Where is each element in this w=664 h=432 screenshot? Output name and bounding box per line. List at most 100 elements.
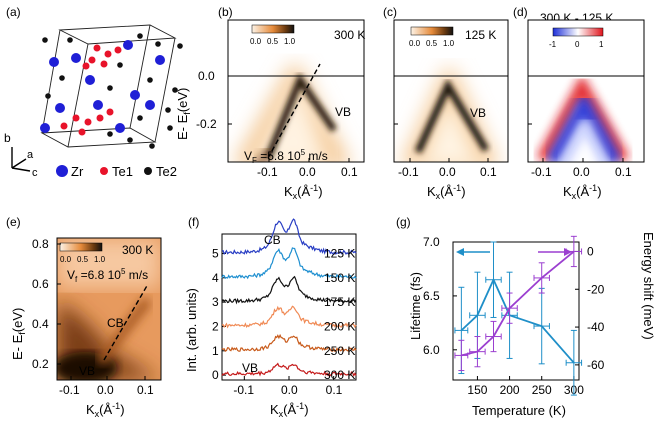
colorbar-c-tick-2: 1.0 <box>443 39 455 48</box>
g-right-ytick-label-0: 0 <box>587 244 594 258</box>
g-xtick-label-2: 250 <box>532 383 552 397</box>
xtick-b-0: -0.1 <box>257 165 278 179</box>
xtick-d-2: 0.1 <box>615 165 632 179</box>
g-xtick-label-0: 150 <box>467 383 487 397</box>
velocity-annotation-b: VF =5.8 105 m/s <box>244 148 328 165</box>
atom-legend: Zr Te1 Te2 <box>56 164 177 179</box>
colorbar-b-tick-0: 0.0 <box>250 37 262 46</box>
xlabel-f: Kx(Å-1) <box>270 401 309 419</box>
xlabel-b: Kx(Å-1) <box>284 183 323 201</box>
colorbar-e-tick-2: 1.0 <box>94 255 106 264</box>
vb-label-f: VB <box>242 361 258 375</box>
xlabel-d: Kx(Å-1) <box>563 183 602 201</box>
panel-e-frame <box>56 237 162 381</box>
mdc-label-300k: 300 K <box>324 368 355 382</box>
colorbar-c <box>410 26 454 36</box>
f-ytick-label-4: 4 <box>212 271 219 285</box>
mdc-label-125k: 125 K <box>324 246 355 260</box>
vb-label-b: VB <box>335 105 351 119</box>
atoms-zr <box>40 40 165 133</box>
f-xtick-label-1: 0.0 <box>281 383 298 397</box>
panel-c-frame <box>393 19 509 163</box>
g-left-series-line <box>460 277 575 364</box>
cb-label-f: CB <box>264 233 281 247</box>
colorbar-b <box>251 24 295 34</box>
f-ytick-label-2: 2 <box>212 319 219 333</box>
mdc-plot-area: 0 1 2 3 4 5 -0.1 0.0 0.1 125 K 150 K 175 K 200 K 250 … <box>212 218 357 397</box>
velocity-fit-line-b <box>267 63 321 159</box>
vb-label-c: VB <box>470 106 486 120</box>
f-ytick-label-0: 0 <box>212 368 219 382</box>
axis-a-label: a <box>27 149 34 161</box>
vb-label-e: VB <box>79 364 95 378</box>
panel-a: (a) <box>4 5 183 179</box>
panel-f-letter: (f) <box>188 215 199 229</box>
panel-e-letter: (e) <box>6 215 21 229</box>
arpes-image-300k <box>228 20 364 162</box>
g-left-ytick-label-2: 7.0 <box>423 235 440 249</box>
atoms-te1 <box>60 44 122 136</box>
ylabel-g-right: Energy shift (meV) <box>641 232 656 340</box>
colorbar-e <box>59 242 103 252</box>
arpes-image-125k <box>394 20 508 162</box>
difference-image <box>528 20 644 162</box>
xtick-e-2: 0.1 <box>137 383 154 397</box>
ytick-b-1: -0.2 <box>196 117 217 131</box>
panel-a-letter: (a) <box>6 5 21 19</box>
lattice-axes <box>11 147 31 172</box>
colorbar-d <box>552 27 604 37</box>
mdc-curve-250k <box>221 333 357 353</box>
velocity-annotation-e: Vf =6.8 105 m/s <box>67 267 148 284</box>
panel-d: (d) 300 K - 125 K -1 0 1 -0.1 0.0 0.1 Kx… <box>513 5 645 201</box>
colorbar-d-tick-1: 0 <box>575 40 580 49</box>
panel-d-letter: (d) <box>513 5 528 19</box>
colorbar-c-tick-1: 0.5 <box>426 39 438 48</box>
panel-g-letter: (g) <box>396 215 411 229</box>
colorbar-c-tick-0: 0.0 <box>409 39 421 48</box>
colorbar-b-tick-1: 0.5 <box>267 37 279 46</box>
ytick-b-0: 0.0 <box>198 69 215 83</box>
legend-te1-label: Te1 <box>112 164 133 179</box>
cb-label-e: CB <box>107 316 124 330</box>
temperature-label-b: 300 K <box>334 28 365 42</box>
mdc-curve-200k <box>221 305 357 329</box>
colorbar-e-tick-0: 0.0 <box>60 255 72 264</box>
ytick-e-1: 0.6 <box>32 277 49 291</box>
ytick-e-2: 0.4 <box>32 317 49 331</box>
ylabel-e: E- Ef(eV) <box>10 308 27 360</box>
panel-b-letter: (b) <box>218 5 233 19</box>
ylabel-g-left: Lifetime (fs) <box>408 272 423 340</box>
f-xtick-label-0: -0.1 <box>233 383 254 397</box>
xtick-c-0: -0.1 <box>398 165 419 179</box>
xlabel-c: Kx(Å-1) <box>427 183 466 201</box>
legend-te2-marker <box>144 167 152 175</box>
xtick-c-1: 0.0 <box>439 165 456 179</box>
xtick-b-1: 0.0 <box>299 165 316 179</box>
mdc-label-175k: 175 K <box>324 295 355 309</box>
colorbar-d-tick-0: -1 <box>549 40 557 49</box>
mdc-curve-300k <box>221 362 357 377</box>
panel-c-letter: (c) <box>383 5 397 19</box>
xtick-d-1: 0.0 <box>573 165 590 179</box>
ylabel-f: Int. (arb. units) <box>184 288 199 372</box>
xtick-c-2: 0.1 <box>480 165 497 179</box>
f-xtick-label-2: 0.1 <box>326 383 343 397</box>
g-right-ytick-label-1: -20 <box>587 282 605 296</box>
panel-f: (f) 0 1 2 3 4 5 -0.1 0.0 0.1 125 K 150 K 175 K 200 K… <box>184 215 357 419</box>
f-ytick-label-1: 1 <box>212 344 219 358</box>
g-left-ytick-label-0: 6.0 <box>423 343 440 357</box>
mdc-label-250k: 250 K <box>324 344 355 358</box>
panel-e: (e) 0.0 0.5 1.0 300 K Vf =6.8 105 m/s CB… <box>6 215 162 419</box>
xlabel-e: Kx(Å-1) <box>86 401 125 419</box>
legend-zr-label: Zr <box>71 164 84 179</box>
temperature-label-c: 125 K <box>465 28 496 42</box>
g-right-series-line <box>461 250 575 357</box>
f-ytick-label-5: 5 <box>212 246 219 260</box>
axis-b-label: b <box>4 131 11 145</box>
xtick-d-0: -0.1 <box>531 165 552 179</box>
mdc-curve-125k <box>221 218 357 255</box>
ytick-e-0: 0.8 <box>32 237 49 251</box>
